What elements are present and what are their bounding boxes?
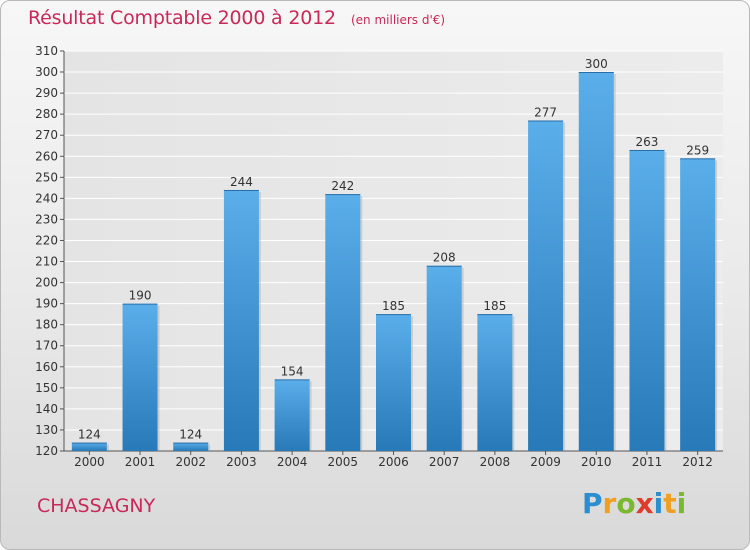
y-tick-label: 290 [35,86,58,100]
data-label: 190 [129,289,152,303]
data-label: 263 [636,135,659,149]
data-label: 154 [281,364,304,378]
x-tick-label: 2004 [277,455,308,469]
y-tick-label: 220 [35,233,58,247]
y-tick-label: 310 [35,44,58,58]
bar [173,442,209,451]
bar [629,149,665,451]
y-tick-label: 130 [35,423,58,437]
y-tick-label: 120 [35,444,58,458]
bar [122,303,158,451]
y-tick-label: 210 [35,255,58,269]
y-tick-label: 250 [35,170,58,184]
y-tick-label: 300 [35,65,58,79]
x-tick-label: 2003 [226,455,257,469]
proxiti-logo: Proxiti [582,487,687,520]
data-label: 185 [382,299,405,313]
x-tick-label: 2007 [429,455,460,469]
bar [578,72,614,451]
y-tick-label: 200 [35,276,58,290]
data-label: 277 [534,105,557,119]
x-tick-label: 2011 [632,455,663,469]
chart-unit: (en milliers d'€) [350,13,446,27]
bar [528,120,564,451]
bar [376,314,411,451]
x-tick-label: 2006 [378,455,409,469]
bar [274,379,310,451]
data-label: 300 [585,57,608,71]
x-tick-label: 2012 [682,455,713,469]
data-label: 244 [230,175,253,189]
bar [223,189,259,451]
y-tick-label: 150 [35,381,58,395]
y-tick-label: 160 [35,360,58,374]
commune-name: CHASSAGNY [37,495,156,517]
bar [477,314,513,451]
x-tick-label: 2008 [480,455,511,469]
y-tick-label: 190 [35,297,58,311]
data-label: 242 [331,179,354,193]
y-tick-label: 240 [35,191,58,205]
chart-title: Résultat Comptable 2000 à 2012 [28,7,336,29]
data-label: 124 [179,428,202,442]
x-tick-label: 2005 [328,455,359,469]
x-tick-label: 2002 [175,455,206,469]
y-tick-label: 260 [35,149,58,163]
y-tick-label: 170 [35,339,58,353]
x-tick-label: 2000 [74,455,105,469]
bar [325,194,361,451]
data-label: 259 [686,143,709,157]
y-tick-label: 270 [35,128,58,142]
data-label: 124 [78,428,101,442]
x-tick-label: 2009 [530,455,561,469]
bar [71,442,107,451]
data-label: 208 [433,251,456,265]
x-tick-label: 2001 [125,455,156,469]
y-tick-label: 280 [35,107,58,121]
chart-header: Résultat Comptable 2000 à 2012 (en milli… [28,7,445,29]
bar [426,265,462,451]
bar [680,158,716,452]
y-tick-label: 180 [35,318,58,332]
data-label: 185 [483,299,506,313]
y-tick-label: 230 [35,212,58,226]
y-tick-label: 140 [35,402,58,416]
x-tick-label: 2010 [581,455,612,469]
